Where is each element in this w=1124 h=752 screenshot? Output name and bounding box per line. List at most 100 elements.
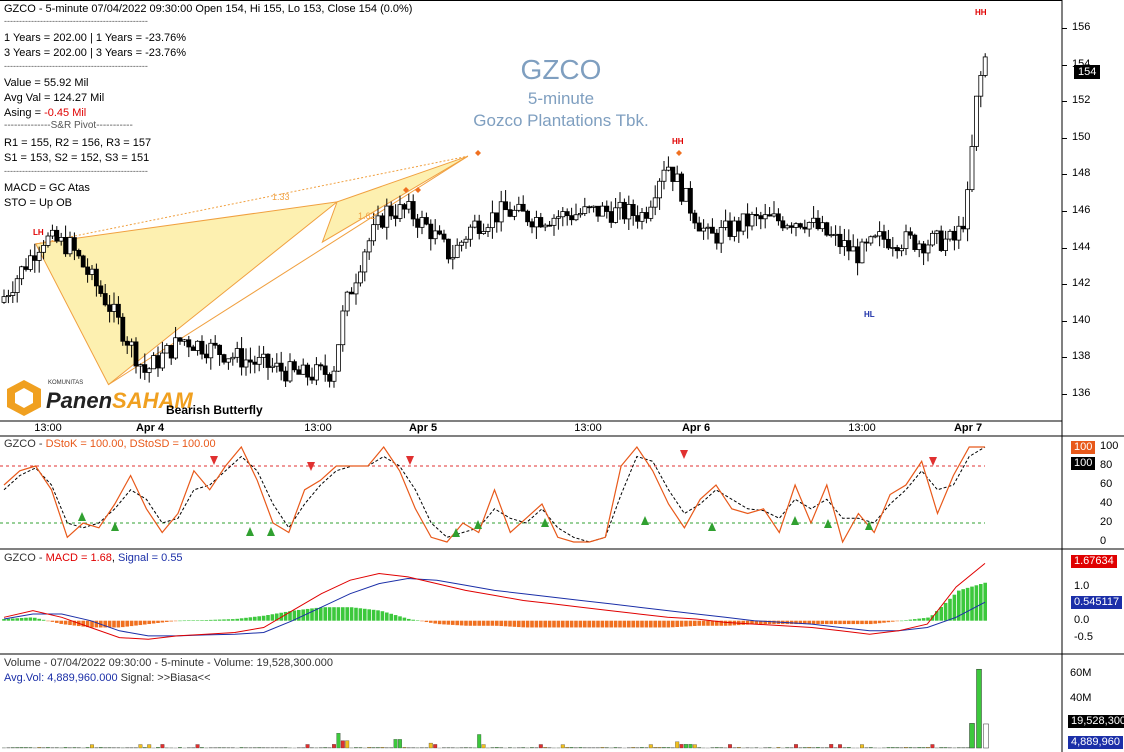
- chart-ticker-title: GZCO: [520, 54, 602, 85]
- macd-histogram-bar: [706, 620, 710, 626]
- candle-body: [960, 225, 966, 230]
- candle-body: [344, 291, 350, 312]
- macd-histogram-bar: [393, 615, 398, 621]
- time-tick-label: 13:00: [848, 422, 876, 434]
- candle-body: [736, 220, 742, 232]
- candle-body: [467, 226, 473, 240]
- volume-bar: [714, 747, 719, 749]
- pivot-separator: ----------------------------------------…: [4, 166, 148, 176]
- time-tick-label: 13:00: [34, 422, 62, 434]
- volume-bar: [829, 744, 834, 749]
- candle-body: [798, 223, 803, 228]
- volume-bar: [921, 747, 926, 749]
- candle-body: [265, 353, 271, 368]
- candle-body: [247, 359, 253, 363]
- candle-body: [749, 214, 755, 227]
- macd-histogram-bar: [490, 620, 495, 626]
- macd-histogram-bar: [539, 620, 543, 628]
- macd-histogram-bar: [116, 620, 121, 628]
- macd-histogram-bar: [160, 620, 165, 623]
- volume-bar: [904, 747, 908, 749]
- macd-histogram-bar: [222, 619, 226, 621]
- candle-body: [538, 217, 544, 228]
- candle-body: [908, 231, 913, 236]
- candle-body: [947, 230, 953, 240]
- volume-bar: [794, 744, 798, 749]
- candle-body: [217, 344, 223, 355]
- macd-histogram-bar: [442, 620, 446, 625]
- candle-body: [806, 222, 812, 230]
- buy-arrow-icon: [824, 519, 832, 528]
- candle-body: [6, 295, 11, 298]
- macd-histogram-bar: [182, 620, 187, 622]
- candle-body: [974, 95, 979, 147]
- candle-body: [269, 365, 275, 368]
- candle-body: [401, 204, 407, 210]
- macd-histogram-bar: [94, 620, 99, 628]
- macd-histogram-bar: [147, 620, 151, 625]
- candle-body: [560, 211, 566, 218]
- macd-histogram-bar: [248, 617, 253, 621]
- volume-bar: [481, 744, 486, 749]
- macd-histogram-bar: [587, 620, 591, 628]
- volume-bar: [802, 747, 807, 749]
- candle-body: [569, 215, 574, 221]
- candle-body: [124, 340, 130, 346]
- volume-bar: [983, 723, 989, 749]
- macd-histogram-bar: [28, 617, 33, 621]
- volume-bar: [37, 747, 42, 749]
- macd-histogram-bar: [37, 618, 41, 621]
- candle-body: [789, 225, 794, 228]
- candle-body: [657, 180, 662, 199]
- candle-body: [626, 204, 632, 220]
- volume-bar: [19, 747, 24, 749]
- candle-body: [410, 201, 416, 220]
- volume-bar: [653, 747, 658, 749]
- macd-histogram-bar: [750, 620, 754, 625]
- candle-body: [815, 217, 821, 230]
- candle-body: [94, 268, 99, 287]
- candle-body: [164, 345, 170, 354]
- logo-part1: Panen: [46, 388, 113, 413]
- volume-bar: [530, 747, 534, 749]
- candle-body: [186, 339, 192, 348]
- macd-histogram-bar: [842, 620, 847, 625]
- candle-body: [362, 251, 368, 273]
- candle-body: [203, 353, 209, 359]
- macd-histogram-bar: [261, 615, 266, 621]
- candle-body: [388, 205, 394, 217]
- candle-body: [366, 240, 372, 253]
- macd-tick-label: 0.0: [1074, 613, 1090, 626]
- candle-body: [335, 344, 341, 372]
- candle-body: [36, 251, 42, 261]
- volume-bar: [860, 744, 864, 749]
- candle-body: [608, 211, 614, 223]
- time-tick-label: Apr 5: [408, 422, 438, 434]
- candle-body: [824, 222, 830, 236]
- candle-body: [243, 359, 249, 368]
- stoch-tick-label: 100: [1100, 440, 1119, 452]
- candle-body: [613, 207, 618, 223]
- last-price-badge: 154: [1074, 65, 1101, 79]
- candle-body: [98, 285, 104, 294]
- candle-body: [472, 220, 478, 228]
- macd-histogram-bar: [477, 620, 481, 626]
- volume-bar: [380, 747, 385, 749]
- macd-histogram-bar: [275, 613, 279, 621]
- volume-bar: [976, 668, 982, 749]
- macd-histogram-bar: [125, 620, 129, 627]
- macd-histogram-bar: [886, 620, 891, 623]
- time-tick-label: 13:00: [574, 422, 602, 434]
- price-tick: [1062, 28, 1067, 30]
- info-separator: ----------------------------------------…: [4, 16, 148, 26]
- candle-body: [881, 231, 887, 240]
- macd-histogram-bar: [939, 607, 943, 621]
- volume-bar: [776, 747, 781, 749]
- macd-histogram-bar: [420, 620, 424, 622]
- macd-sep: ,: [111, 552, 119, 564]
- candle-body: [850, 246, 856, 252]
- macd-histogram-bar: [24, 617, 28, 621]
- macd-histogram-bar: [235, 618, 239, 621]
- macd-signal-value: Signal = 0.55: [118, 552, 183, 564]
- stoch-header: GZCO - DStoK = 100.00, DStoSD = 100.00: [4, 438, 216, 450]
